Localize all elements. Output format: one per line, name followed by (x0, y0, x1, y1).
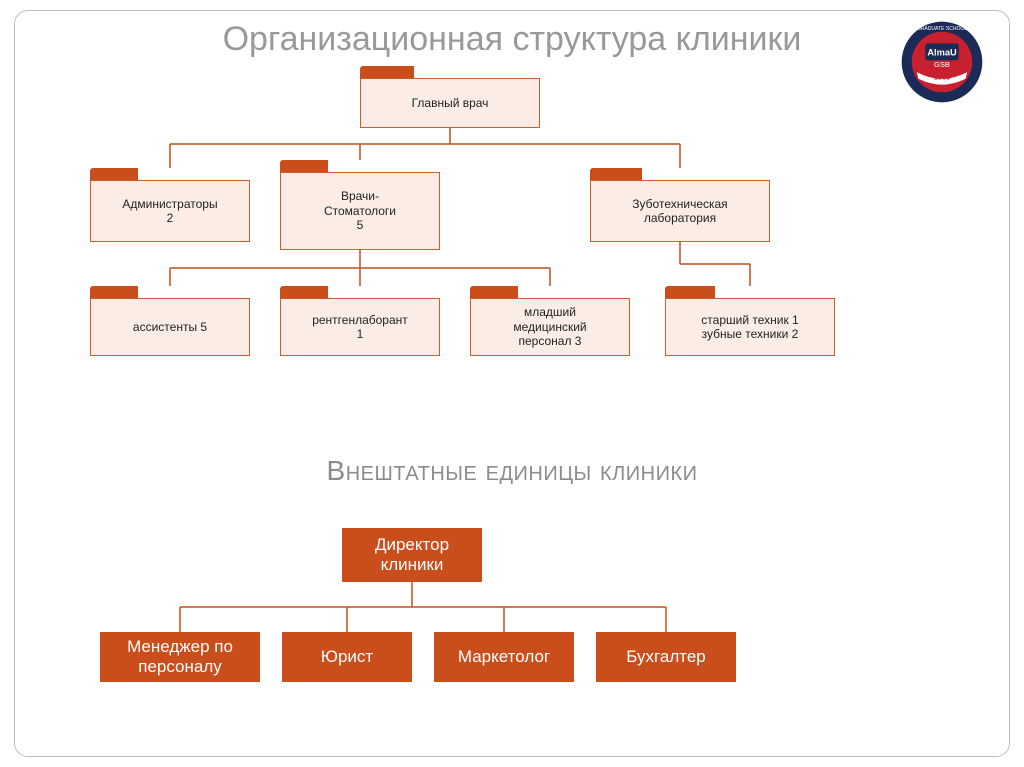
almau-gsb-logo: AlmaU GSB 1988 GRADUATE SCHOOL (900, 20, 984, 104)
node-tab (280, 160, 328, 172)
node-tab (665, 286, 715, 298)
org-node-admin: Администраторы 2 (90, 180, 250, 242)
org-node-label: Зуботехническая лаборатория (632, 197, 727, 226)
org-node-label: Врачи- Стоматологи 5 (324, 189, 396, 232)
org2-node-label: Маркетолог (458, 647, 550, 667)
node-tab (590, 168, 642, 180)
org-node-tech: старший техник 1 зубные техники 2 (665, 298, 835, 356)
org2-node-mkt: Маркетолог (434, 632, 574, 682)
org-node-label: Главный врач (412, 96, 489, 110)
org-node-root: Главный врач (360, 78, 540, 128)
org2-node-hr: Менеджер по персоналу (100, 632, 260, 682)
org2-node-law: Юрист (282, 632, 412, 682)
node-tab (90, 286, 138, 298)
svg-text:GRADUATE SCHOOL: GRADUATE SCHOOL (917, 26, 967, 32)
logo-banner-text: 1988 (934, 73, 951, 82)
node-tab (90, 168, 138, 180)
logo-sub-text: GSB (934, 60, 950, 69)
node-tab (360, 66, 414, 78)
org-node-assist: ассистенты 5 (90, 298, 250, 356)
main-title: Организационная структура клиники (0, 20, 1024, 59)
org-node-dent: Врачи- Стоматологи 5 (280, 172, 440, 250)
org2-node-label: Директор клиники (375, 535, 449, 576)
node-tab (470, 286, 518, 298)
org-node-label: старший техник 1 зубные техники 2 (701, 313, 798, 342)
org-node-label: ассистенты 5 (133, 320, 207, 334)
org2-node-label: Менеджер по персоналу (127, 637, 233, 678)
sub-title: Внештатные единицы клиники (0, 455, 1024, 487)
org-node-xray: рентгенлаборант 1 (280, 298, 440, 356)
org-node-junior: младший медицинский персонал 3 (470, 298, 630, 356)
org-node-label: рентгенлаборант 1 (312, 313, 408, 342)
org2-node-label: Юрист (321, 647, 373, 667)
org-node-lab: Зуботехническая лаборатория (590, 180, 770, 242)
logo-top-text: AlmaU (927, 47, 957, 57)
node-tab (280, 286, 328, 298)
org-node-label: Администраторы 2 (122, 197, 217, 226)
org-node-label: младший медицинский персонал 3 (513, 305, 586, 348)
org2-node-dir: Директор клиники (342, 528, 482, 582)
org2-node-label: Бухгалтер (626, 647, 706, 667)
org2-node-acc: Бухгалтер (596, 632, 736, 682)
